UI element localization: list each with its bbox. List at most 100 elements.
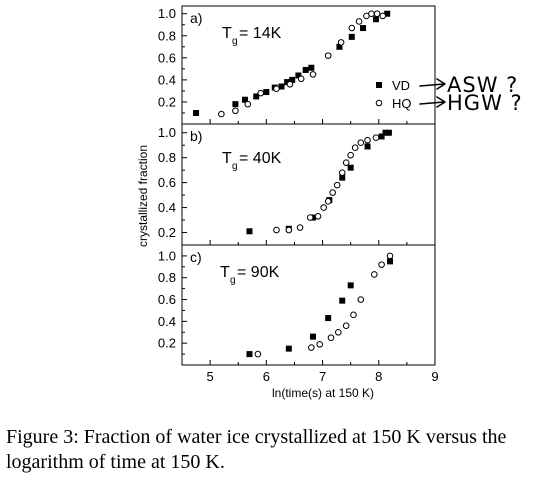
tg-annotation: T xyxy=(222,25,232,42)
vd-point xyxy=(348,165,354,171)
y-tick-label: 0.4 xyxy=(158,314,176,329)
vd-point xyxy=(246,228,252,234)
legend-label: HQ xyxy=(392,96,412,111)
y-axis-label: crystallized fraction xyxy=(136,145,150,247)
tg-annotation-value: = 90K xyxy=(237,264,280,281)
legend: VD ASW ? HQ HGW ? xyxy=(376,73,523,115)
hq-point xyxy=(343,160,349,166)
panel-label: c) xyxy=(190,249,202,265)
hq-point xyxy=(245,101,251,107)
vd-point xyxy=(360,25,366,31)
hq-point xyxy=(380,13,386,19)
hq-point xyxy=(358,140,364,146)
y-tick-label: 0.8 xyxy=(158,150,176,165)
handwritten-arrow xyxy=(420,97,445,107)
hq-point xyxy=(352,145,358,151)
hq-point xyxy=(343,323,349,329)
chart-marks xyxy=(193,11,393,357)
x-tick-label: 6 xyxy=(263,369,270,384)
hq-point xyxy=(356,19,362,25)
y-tick-label: 0.6 xyxy=(158,50,176,65)
y-tick-label: 0.2 xyxy=(158,94,176,109)
hq-point xyxy=(310,72,316,78)
y-tick-label: 1.0 xyxy=(158,6,176,21)
hq-point xyxy=(334,182,340,188)
hq-point xyxy=(286,227,292,233)
vd-point xyxy=(308,65,314,71)
vd-point xyxy=(348,282,354,288)
hq-point xyxy=(255,351,261,357)
vd-point xyxy=(339,298,345,304)
hq-point xyxy=(387,253,393,259)
hq-point xyxy=(330,190,336,196)
vd-point xyxy=(325,315,331,321)
hq-point xyxy=(351,312,357,318)
legend-marker-hq xyxy=(376,100,382,106)
tg-annotation-value: = 14K xyxy=(239,25,282,42)
hq-point xyxy=(325,199,331,205)
hq-point xyxy=(298,76,304,82)
hq-point xyxy=(373,135,379,141)
vd-point xyxy=(386,130,392,136)
handwritten-note: HGW ? xyxy=(447,91,523,115)
x-tick-label: 5 xyxy=(206,369,213,384)
y-tick-label: 0.4 xyxy=(158,200,176,215)
vd-point xyxy=(303,67,309,73)
legend-marker-vd xyxy=(376,82,382,88)
hq-point xyxy=(287,81,293,87)
panel-label: a) xyxy=(190,10,202,26)
hq-point xyxy=(374,11,380,17)
hq-point xyxy=(328,335,334,341)
hq-point xyxy=(379,262,385,268)
hq-point xyxy=(321,205,327,211)
handwritten-arrow xyxy=(420,79,445,89)
y-tick-label: 0.2 xyxy=(158,336,176,351)
hq-point xyxy=(307,215,313,221)
x-axis-label: ln(time(s) at 150 K) xyxy=(272,386,374,400)
hq-point xyxy=(219,111,225,117)
tg-annotation-value: = 40K xyxy=(239,150,282,167)
y-tick-label: 0.8 xyxy=(158,270,176,285)
y-tick-label: 1.0 xyxy=(158,125,176,140)
tg-annotation-sub: g xyxy=(232,161,238,172)
hq-point xyxy=(274,86,280,92)
y-tick-label: 0.2 xyxy=(158,225,176,240)
vd-point xyxy=(310,334,316,340)
vd-point xyxy=(263,89,269,95)
x-tick-label: 8 xyxy=(375,369,382,384)
tg-annotation-sub: g xyxy=(232,36,238,47)
hq-point xyxy=(258,90,264,96)
hq-point xyxy=(325,53,331,59)
hq-point xyxy=(369,11,375,17)
panel-label: b) xyxy=(190,128,202,144)
hq-point xyxy=(274,227,280,233)
hq-point xyxy=(309,345,315,351)
y-tick-label: 0.6 xyxy=(158,292,176,307)
vd-point xyxy=(373,16,379,22)
hq-point xyxy=(317,341,323,347)
vd-point xyxy=(349,34,355,40)
hq-point xyxy=(371,272,377,278)
hq-point xyxy=(339,170,345,176)
vd-point xyxy=(365,143,371,149)
hq-point xyxy=(315,214,321,220)
vd-point xyxy=(387,258,393,264)
panel-frame xyxy=(182,124,435,245)
hq-point xyxy=(338,40,344,46)
hq-point xyxy=(365,137,371,143)
tg-annotation-sub: g xyxy=(230,275,236,286)
x-tick-label: 9 xyxy=(431,369,438,384)
hq-point xyxy=(358,297,364,303)
y-tick-label: 0.4 xyxy=(158,72,176,87)
y-tick-label: 0.6 xyxy=(158,175,176,190)
hq-point xyxy=(297,225,303,231)
vd-point xyxy=(193,110,199,116)
hq-point xyxy=(348,152,354,158)
hq-point xyxy=(349,25,355,31)
figure-caption: Figure 3: Fraction of water ice crystall… xyxy=(6,425,551,475)
vd-point xyxy=(246,351,252,357)
y-tick-label: 1.0 xyxy=(158,248,176,263)
vd-point xyxy=(232,101,238,107)
